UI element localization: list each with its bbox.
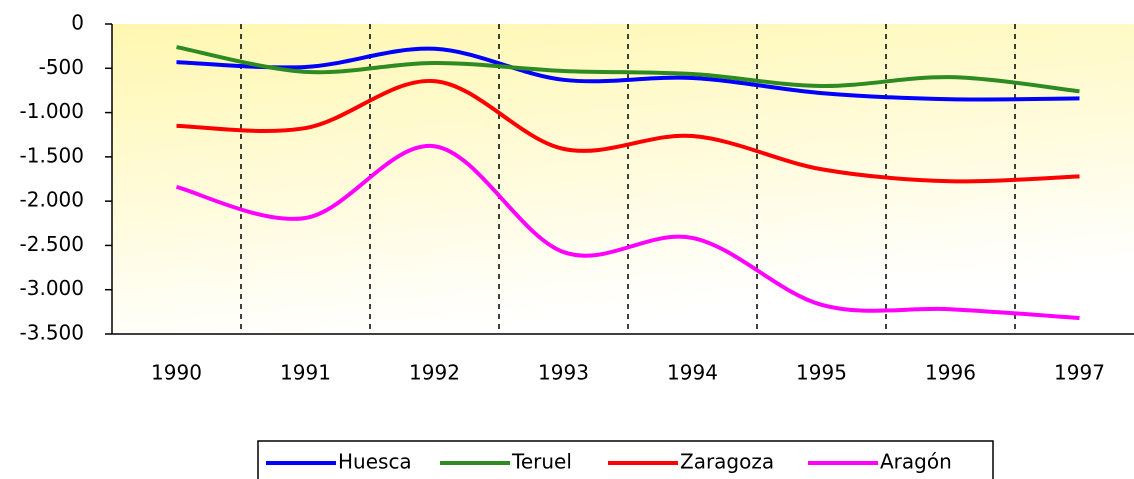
x-tick-label: 1993 (538, 361, 589, 385)
y-tick-label: -2.500 (20, 232, 84, 256)
series-line (176, 144, 1080, 321)
y-tick-label: -3.500 (20, 321, 84, 345)
series-line (176, 79, 1080, 184)
x-tick-label: 1997 (1054, 361, 1105, 385)
x-tick-label: 1996 (925, 361, 976, 385)
legend-box (257, 440, 994, 479)
legend-label: Huesca (338, 450, 412, 474)
x-tick-label: 1991 (280, 361, 331, 385)
x-tick-label: 1992 (409, 361, 460, 385)
x-tick-label: 1990 (151, 361, 202, 385)
legend-label: Zaragoza (680, 450, 774, 474)
y-tick-label: 0 (71, 11, 84, 35)
x-tick-label: 1994 (667, 361, 718, 385)
plot-area (112, 24, 1134, 334)
y-tick-label: -1.000 (20, 99, 84, 123)
legend-label: Aragón (880, 450, 952, 474)
y-tick-label: -3.000 (20, 276, 84, 300)
series-line (176, 46, 1080, 102)
y-tick-label: -1.500 (20, 143, 84, 167)
legend-label: Teruel (511, 450, 572, 474)
x-tick-label: 1995 (796, 361, 847, 385)
series-line (176, 45, 1080, 94)
y-tick-label: -2.000 (20, 188, 84, 212)
y-tick-label: -500 (39, 55, 84, 79)
